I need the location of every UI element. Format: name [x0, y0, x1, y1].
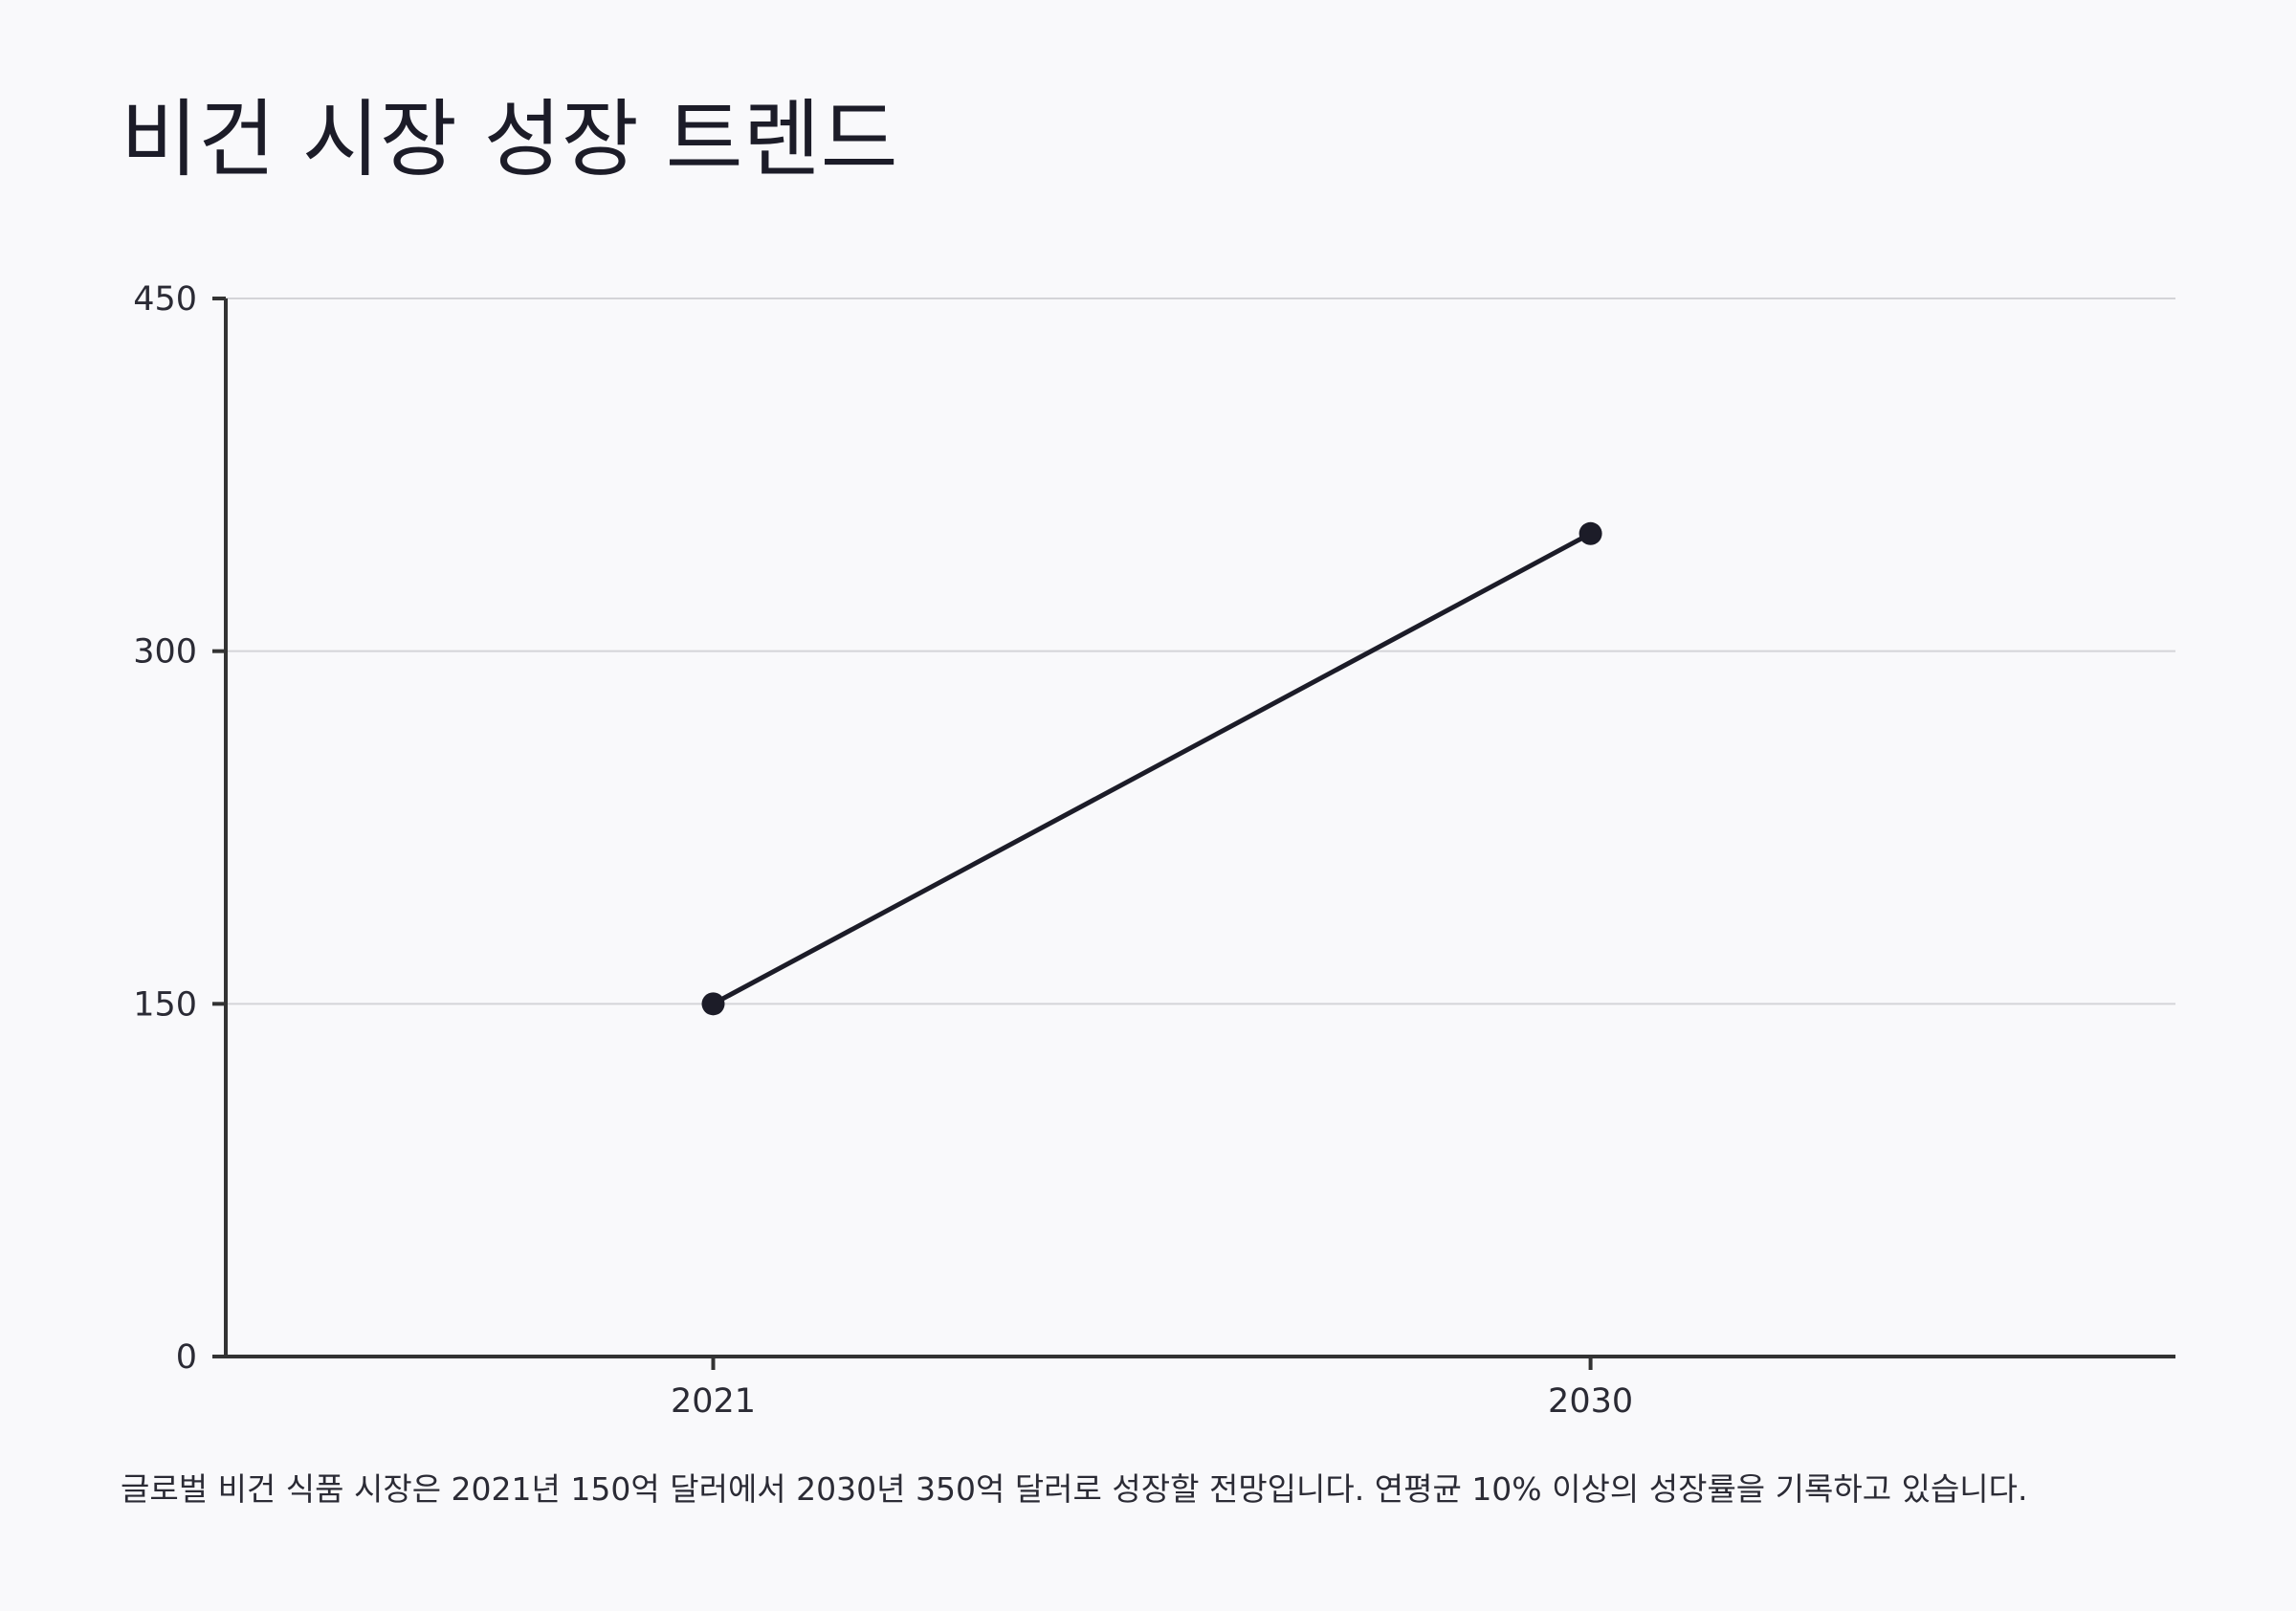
y-tick-label: 450	[133, 280, 197, 319]
data-point	[701, 992, 725, 1016]
chart-caption: 글로벌 비건 식품 시장은 2021년 150억 달러에서 2030년 350억…	[121, 1470, 2028, 1508]
y-tick-label: 300	[133, 633, 197, 672]
data-point	[1578, 521, 1602, 545]
y-tick-label: 150	[133, 985, 197, 1024]
x-tick-label: 2021	[671, 1382, 756, 1421]
chart-title: 비건 시장 성장 트렌드	[121, 90, 898, 188]
series-line	[711, 531, 1594, 1006]
y-tick-label: 0	[176, 1338, 197, 1377]
x-tick-label: 2030	[1548, 1382, 1633, 1421]
